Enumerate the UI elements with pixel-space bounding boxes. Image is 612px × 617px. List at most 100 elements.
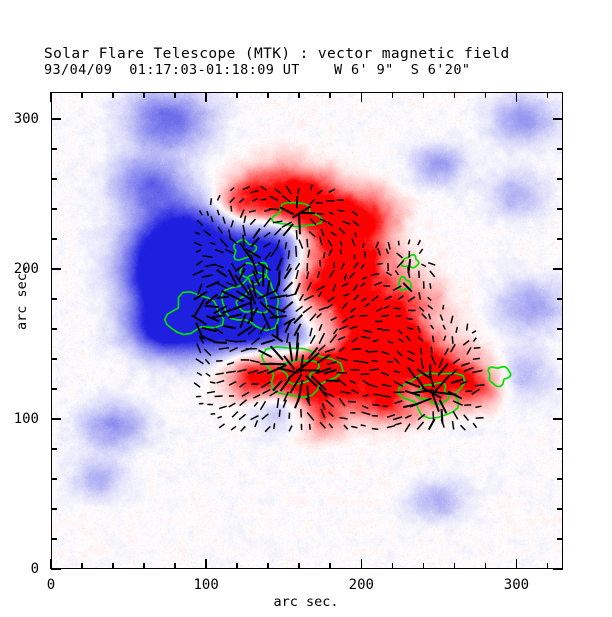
field-vector: [404, 423, 411, 433]
field-vector: [285, 293, 296, 298]
transverse-vector-group: [191, 183, 485, 433]
field-vector: [451, 336, 454, 344]
field-vector: [427, 261, 436, 266]
field-vector: [273, 423, 276, 430]
field-vector: [203, 229, 212, 237]
field-vector: [307, 346, 319, 360]
field-vector: [418, 292, 422, 300]
field-vector: [239, 209, 245, 218]
field-vector: [195, 358, 204, 365]
field-vector: [326, 303, 333, 309]
field-vector: [361, 404, 369, 410]
field-vector: [284, 242, 288, 250]
x-tick-label: 200: [348, 577, 374, 593]
field-vector: [229, 187, 235, 192]
field-vector: [338, 397, 346, 407]
field-vector: [338, 346, 346, 352]
field-vector: [225, 281, 237, 288]
field-vector: [385, 248, 390, 255]
field-vector: [195, 322, 204, 340]
field-vector: [360, 335, 370, 339]
field-vector: [328, 411, 334, 418]
field-vector: [318, 344, 326, 352]
y-tick-right: [557, 538, 563, 540]
field-vector: [204, 263, 216, 268]
field-vector: [259, 301, 278, 320]
field-vector: [278, 409, 281, 417]
field-vector: [206, 390, 215, 394]
field-vector: [336, 356, 348, 362]
field-vector: [473, 346, 481, 349]
field-vector: [416, 421, 425, 430]
field-vector: [438, 358, 444, 368]
field-vector: [268, 208, 279, 211]
field-vector: [192, 269, 204, 276]
field-vector: [249, 296, 254, 322]
field-vector: [381, 383, 392, 388]
field-vector: [417, 413, 426, 421]
field-vector: [407, 258, 412, 274]
field-vector: [283, 317, 296, 326]
field-vector: [452, 411, 459, 420]
field-vector: [350, 307, 357, 313]
field-vector: [371, 295, 379, 302]
field-vector: [442, 324, 446, 330]
field-vector: [280, 300, 294, 313]
field-vector: [269, 345, 284, 361]
y-minor-tick: [51, 358, 57, 360]
field-vector: [198, 210, 203, 216]
field-vector: [392, 307, 401, 310]
field-vector: [287, 250, 291, 260]
field-vector: [309, 183, 313, 191]
field-vector: [374, 281, 383, 286]
field-vector: [393, 370, 401, 374]
y-axis-title: arc sec.: [14, 264, 30, 330]
x-tick-top: [360, 92, 363, 102]
field-vector: [318, 323, 323, 331]
field-vector: [463, 414, 470, 422]
field-vector: [230, 425, 237, 431]
field-vector: [249, 218, 257, 226]
field-vector: [216, 268, 228, 278]
field-vector: [394, 422, 402, 426]
field-vector: [245, 248, 262, 259]
field-vector: [260, 185, 267, 191]
field-vector: [262, 388, 271, 395]
field-vector: [276, 398, 280, 409]
y-minor-tick: [51, 388, 57, 390]
y-minor-tick: [51, 328, 57, 330]
field-vector: [230, 237, 238, 245]
field-vector: [463, 366, 474, 373]
field-vector: [195, 249, 202, 253]
field-vector: [343, 273, 348, 281]
field-vector: [243, 215, 247, 223]
field-vector: [351, 210, 359, 217]
field-vector: [418, 248, 424, 255]
field-vector: [327, 221, 334, 227]
field-vector: [396, 350, 403, 357]
field-vector: [295, 230, 298, 240]
y-tick-right: [557, 508, 563, 510]
field-vector: [337, 378, 347, 387]
x-tick-top: [143, 92, 145, 98]
magnetogram-image: [52, 93, 562, 568]
field-vector: [471, 388, 481, 395]
field-vector: [384, 295, 392, 301]
field-vector: [285, 333, 290, 344]
field-vector: [465, 389, 473, 393]
field-vector: [452, 400, 463, 406]
field-vector: [201, 274, 213, 278]
field-vector: [228, 380, 237, 386]
field-vector: [276, 239, 281, 249]
field-vector: [238, 413, 247, 421]
field-vector: [452, 358, 461, 365]
y-tick-label: 100: [13, 411, 39, 427]
field-vector: [437, 362, 449, 377]
field-vector: [226, 361, 235, 366]
y-minor-tick: [51, 538, 57, 540]
field-vector: [375, 241, 380, 249]
field-vector: [248, 209, 256, 213]
field-vector: [429, 283, 432, 289]
field-vector: [360, 263, 365, 270]
field-vector: [386, 424, 396, 429]
